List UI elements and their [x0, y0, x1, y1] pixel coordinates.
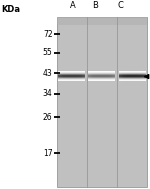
Text: 26: 26 [43, 113, 52, 122]
Text: KDa: KDa [1, 5, 20, 14]
Text: 72: 72 [43, 29, 52, 39]
Text: A: A [70, 1, 76, 10]
Bar [57, 17, 147, 25]
Text: 34: 34 [43, 89, 52, 98]
Text: B: B [92, 1, 98, 10]
Text: 17: 17 [43, 149, 52, 158]
Text: 43: 43 [43, 69, 52, 78]
Text: 55: 55 [43, 48, 52, 57]
Text: C: C [118, 1, 124, 10]
Bar [57, 17, 147, 187]
